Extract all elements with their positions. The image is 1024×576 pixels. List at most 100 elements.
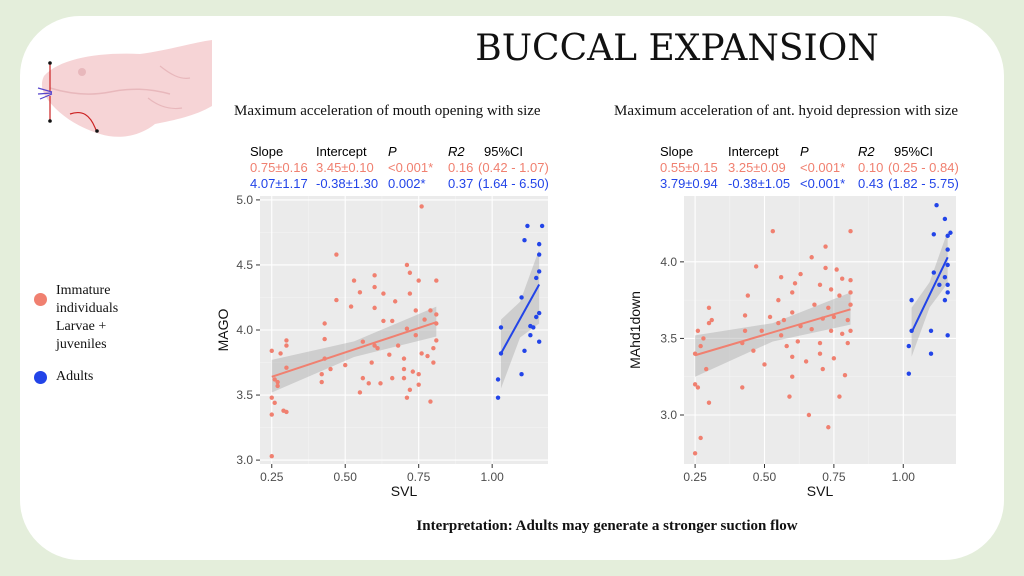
stats-immature-intercept: 3.25±0.09 — [728, 160, 786, 175]
stats-immature-slope: 0.55±0.15 — [660, 160, 718, 175]
data-point — [837, 293, 842, 298]
legend-label-immature-2: individuals — [56, 301, 119, 316]
data-point — [372, 305, 377, 311]
x-tick-label: 1.00 — [892, 470, 916, 484]
data-point — [942, 274, 948, 280]
panel-2-stats-table: Slope Intercept P R2 95%CI 0.55±0.15 3.2… — [660, 144, 980, 194]
data-point — [419, 204, 424, 209]
x-axis-label: SVL — [807, 483, 834, 499]
legend-label-immature-4: juveniles — [56, 337, 107, 352]
data-point — [817, 351, 823, 356]
data-point — [945, 247, 950, 252]
data-point — [536, 269, 542, 274]
data-point — [698, 343, 703, 349]
data-point — [828, 287, 834, 292]
data-point — [831, 356, 837, 361]
data-point — [322, 336, 327, 342]
data-point — [778, 274, 784, 280]
data-point — [767, 314, 773, 320]
stats-immature-ci: (0.25 - 0.84) — [888, 160, 959, 175]
data-point — [706, 305, 712, 310]
x-tick-label: 1.00 — [480, 470, 504, 484]
stats-header-ci: 95%CI — [894, 144, 934, 159]
data-point — [284, 365, 289, 370]
data-point — [906, 343, 912, 349]
data-point — [848, 328, 853, 333]
data-point — [434, 338, 439, 343]
data-point — [381, 318, 386, 324]
data-point — [823, 244, 828, 249]
chart-mahd1down-vs-svl: 0.25 0.50 0.75 1.00 3.0 3.5 4.0 SVL MAhd1down — [627, 196, 956, 499]
data-point — [776, 297, 781, 303]
chart-mago-vs-svl: 0.25 0.50 0.75 1.00 3.0 3.5 4.0 4.5 5.0 SVL MAGO — [215, 193, 548, 499]
data-point — [284, 409, 289, 415]
data-point — [840, 331, 845, 337]
data-point — [831, 314, 837, 320]
data-point — [407, 270, 413, 275]
data-point — [709, 317, 714, 323]
data-point — [413, 308, 418, 313]
stats-header-p: P — [388, 144, 397, 159]
data-point — [770, 229, 776, 234]
stats-immature-r2: 0.10 — [858, 160, 884, 175]
data-point — [945, 233, 950, 239]
data-point — [834, 267, 839, 272]
stats-adults-slope: 3.79±0.94 — [660, 176, 718, 191]
stats-header-r2: R2 — [858, 144, 875, 159]
data-point — [787, 394, 792, 399]
data-point — [395, 343, 401, 348]
data-point — [536, 310, 542, 316]
x-tick-label: 0.75 — [407, 470, 431, 484]
data-point — [278, 351, 283, 356]
data-point — [803, 359, 809, 364]
x-tick-label: 0.50 — [334, 470, 358, 484]
data-point — [704, 366, 709, 372]
data-point — [378, 381, 383, 386]
data-point — [390, 375, 395, 381]
data-point — [357, 390, 363, 395]
y-axis-label: MAhd1down — [627, 291, 643, 369]
data-point — [369, 360, 374, 365]
data-point — [942, 297, 948, 303]
regression-line — [500, 283, 541, 354]
stats-immature-p: <0.001* — [388, 160, 434, 175]
data-point — [328, 366, 333, 372]
stats-adults-ci: (1.64 - 6.50) — [478, 176, 549, 191]
data-point — [848, 302, 853, 307]
data-point — [909, 297, 914, 303]
legend-label-immature-3: Larvae + — [56, 319, 107, 334]
data-point — [948, 230, 953, 235]
data-point — [840, 276, 845, 281]
data-point — [525, 223, 530, 229]
data-point — [275, 379, 280, 385]
data-point — [534, 314, 539, 320]
data-point — [413, 333, 418, 338]
data-point — [790, 310, 795, 315]
data-point — [934, 202, 939, 208]
confidence-band — [695, 292, 851, 377]
data-point — [539, 223, 545, 229]
data-point — [845, 340, 850, 346]
data-point — [823, 265, 828, 271]
data-point — [522, 348, 527, 354]
stats-adults-p: 0.002* — [388, 176, 426, 191]
data-point — [416, 278, 421, 283]
data-point — [798, 271, 803, 277]
data-point — [360, 375, 366, 381]
data-point — [817, 340, 823, 346]
stats-adults-r2: 0.43 — [858, 176, 884, 191]
data-point — [790, 290, 795, 295]
y-axis-label: MAGO — [215, 309, 231, 352]
data-point — [428, 308, 433, 313]
stats-header-slope: Slope — [660, 144, 694, 159]
data-point — [269, 395, 274, 400]
panel-1-stats-table: Slope Intercept P R2 95%CI 0.75±0.16 3.4… — [250, 144, 570, 194]
data-point — [795, 339, 800, 344]
data-point — [826, 425, 831, 430]
data-point — [759, 328, 764, 333]
salamander-head-illustration — [37, 40, 213, 137]
y-tick-label: 3.5 — [660, 331, 677, 345]
data-point — [937, 282, 942, 288]
data-point — [790, 354, 795, 359]
data-point — [701, 336, 706, 341]
